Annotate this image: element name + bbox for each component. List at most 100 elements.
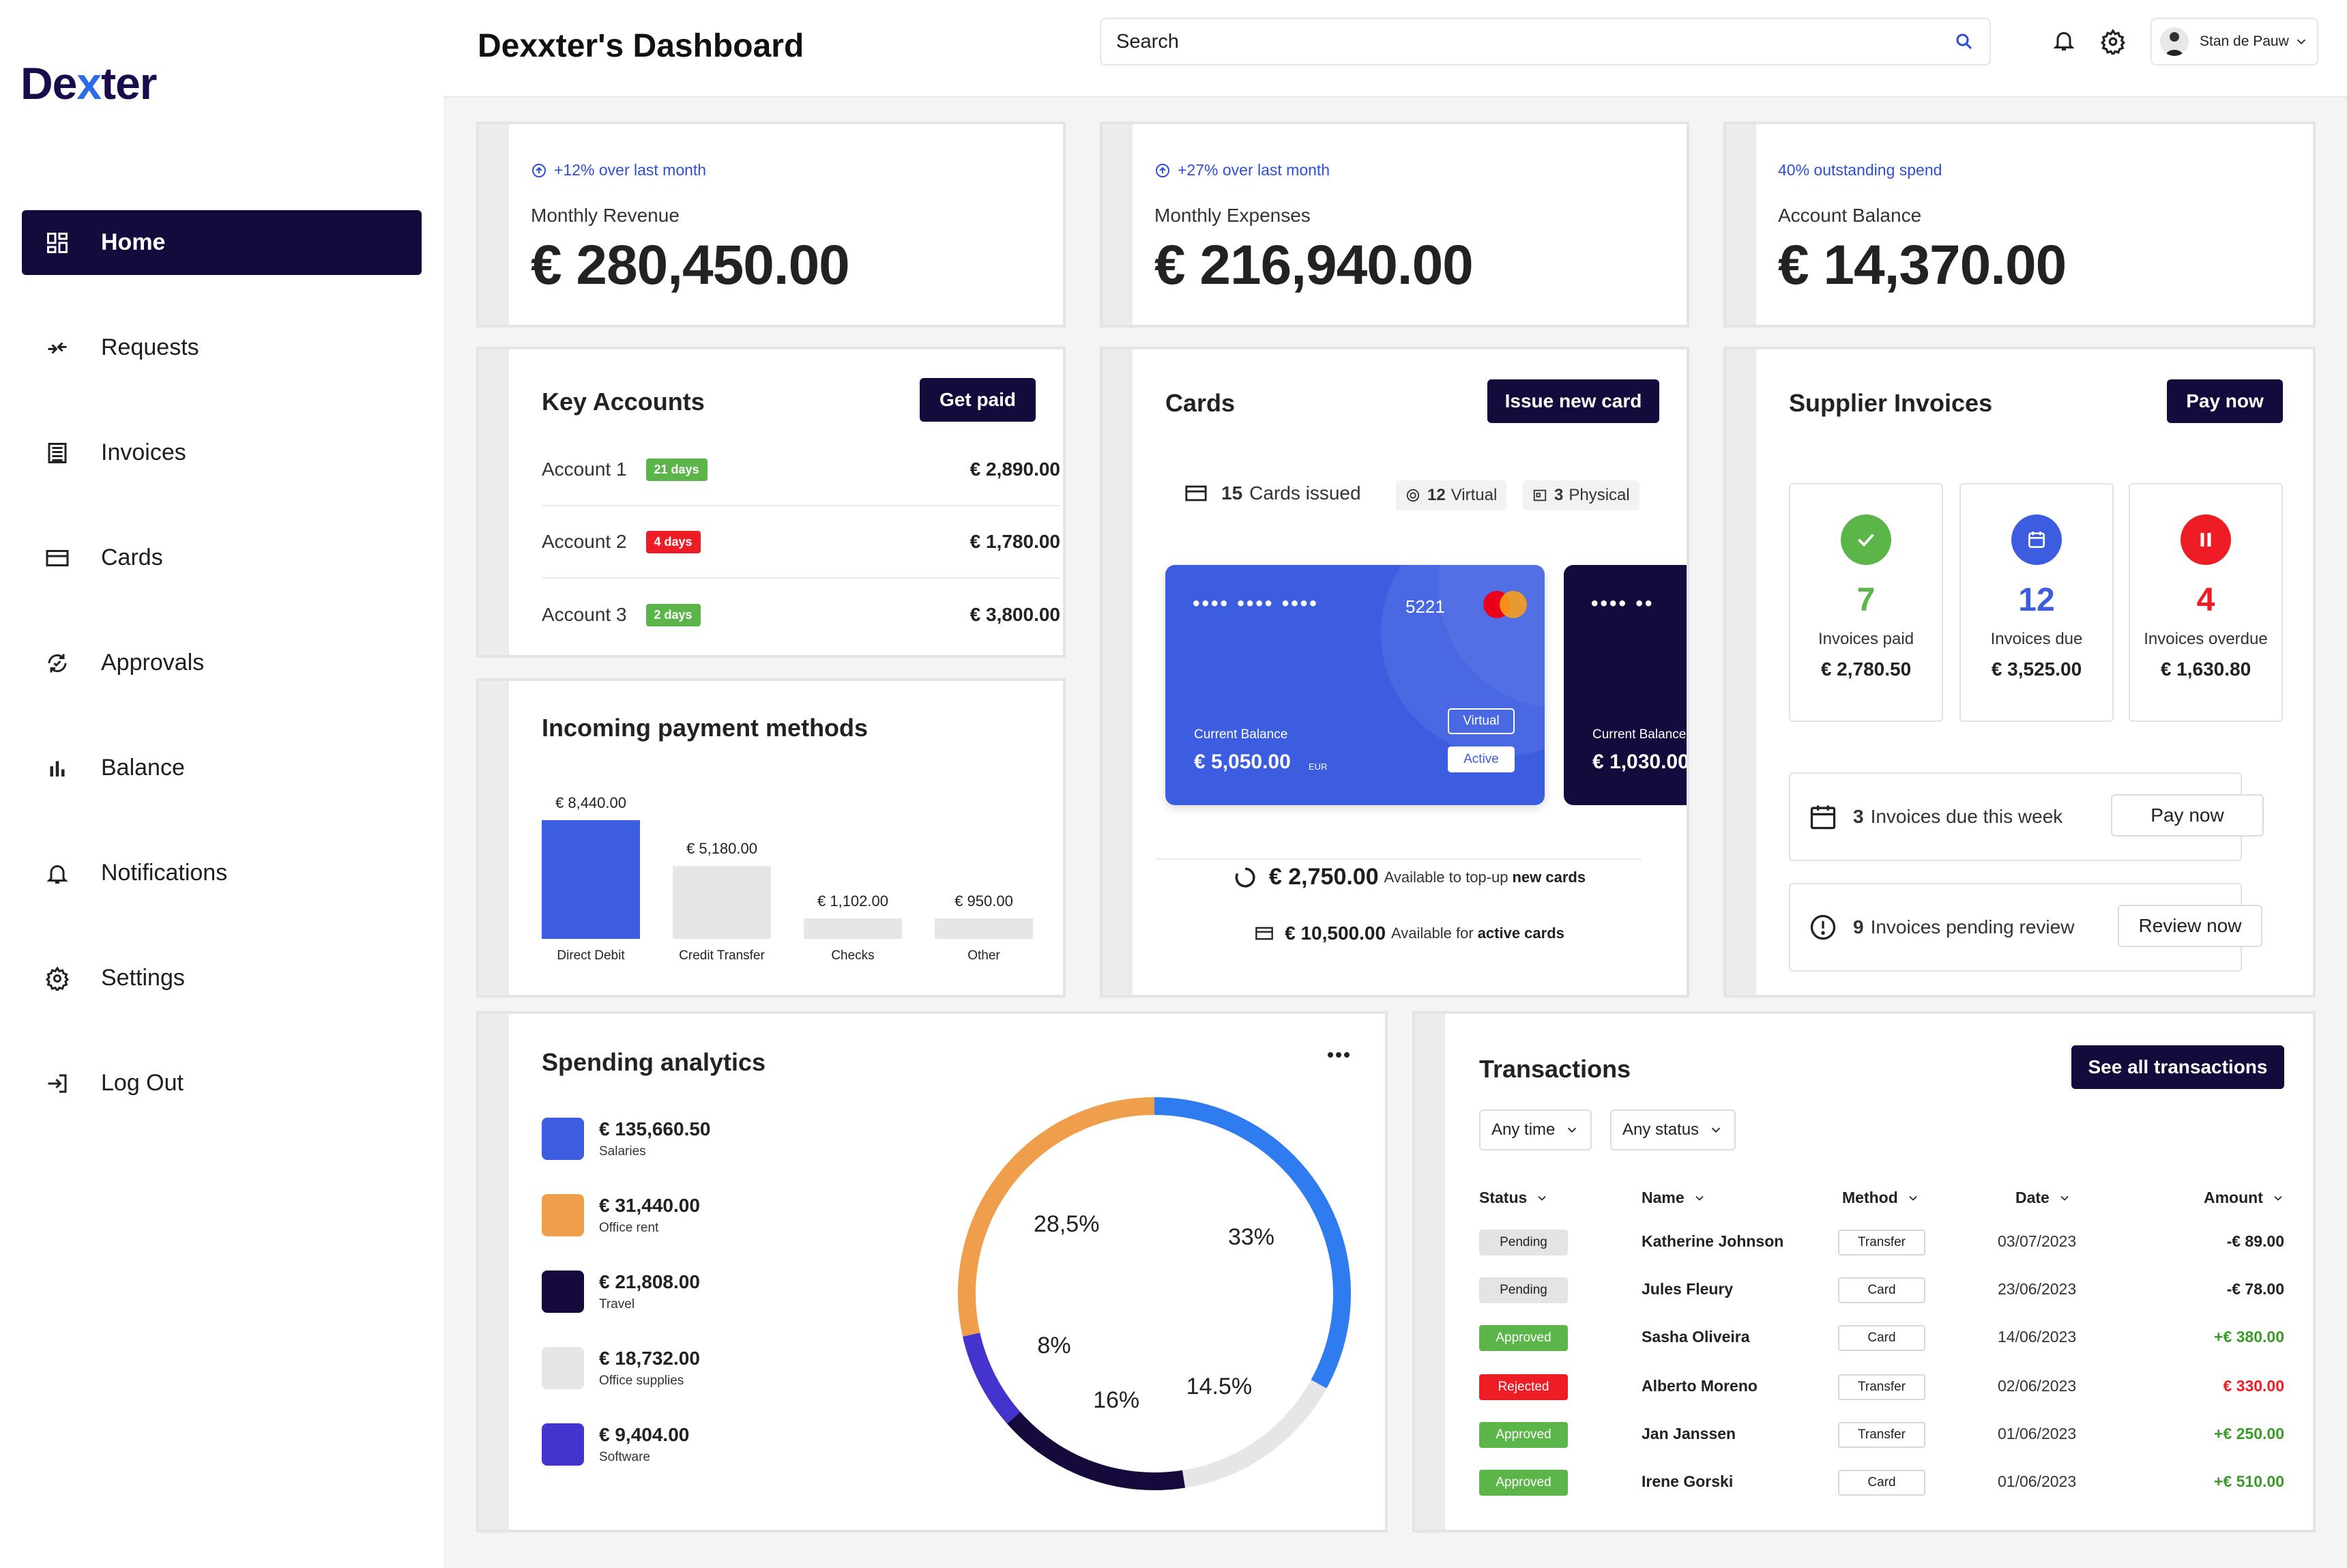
divider: [1156, 858, 1642, 860]
bar-direct-debit[interactable]: [542, 820, 640, 939]
sidebar-item-cards[interactable]: Cards: [22, 525, 422, 590]
bar-checks[interactable]: [804, 918, 902, 939]
days-badge: 2 days: [645, 603, 701, 626]
metric-card-expenses: +27% over last month Monthly Expenses € …: [1100, 121, 1689, 328]
bar-value-label: € 5,180.00: [686, 840, 757, 857]
top-header: Dexxter's Dashboard Search Stan de Pauw: [443, 0, 2347, 98]
sidebar-item-logout[interactable]: Log Out: [22, 1051, 422, 1116]
virtual-tag: Virtual: [1448, 708, 1515, 734]
search-input[interactable]: Search: [1100, 18, 1991, 66]
search-icon[interactable]: [1954, 31, 1974, 52]
invoice-label: Invoices paid: [1818, 630, 1914, 648]
method-tag: Card: [1838, 1470, 1925, 1496]
metric-label: Monthly Revenue: [531, 205, 680, 226]
transaction-date: 03/07/2023: [1998, 1232, 2077, 1250]
review-now-button[interactable]: Review now: [2118, 905, 2262, 947]
metric-label: Monthly Expenses: [1154, 205, 1311, 226]
filter-status-select[interactable]: Any status: [1610, 1109, 1736, 1150]
trend-up-icon: [1156, 163, 1169, 177]
card-currency: EUR: [1309, 761, 1328, 772]
invoices-paid-box[interactable]: 7 Invoices paid € 2,780.50: [1789, 483, 1943, 722]
status-badge: Approved: [1479, 1422, 1568, 1448]
chevron-down-icon: [2060, 1195, 2069, 1201]
status-badge: Approved: [1479, 1325, 1568, 1351]
transaction-amount: +€ 380.00: [2214, 1328, 2284, 1346]
loading-circle-icon: [1235, 867, 1255, 888]
user-menu[interactable]: Stan de Pauw: [2151, 18, 2318, 66]
donut-segment[interactable]: [962, 1332, 1021, 1424]
gear-icon[interactable]: [2096, 25, 2130, 59]
invoice-amount: € 3,525.00: [1991, 658, 2082, 680]
sidebar-item-label: Requests: [101, 334, 199, 360]
account-amount: € 1,780.00: [970, 531, 1060, 552]
donut-segment[interactable]: [1154, 1097, 1351, 1389]
payment-methods-chart: € 8,440.00 Direct Debit € 5,180.00 Credit T…: [542, 794, 1033, 963]
sidebar-item-balance[interactable]: Balance: [22, 736, 422, 800]
card-title: Spending analytics: [542, 1048, 766, 1076]
column-header-amount[interactable]: Amount: [2204, 1189, 2285, 1207]
transaction-date: 23/06/2023: [1998, 1280, 2077, 1298]
sidebar-item-notifications[interactable]: Notifications: [22, 841, 422, 905]
virtual-chip: 12 Virtual: [1396, 480, 1507, 510]
donut-segment[interactable]: [1006, 1412, 1186, 1490]
bell-icon: [44, 860, 71, 887]
column-header-name[interactable]: Name: [1642, 1189, 1706, 1207]
metric-label: Account Balance: [1778, 205, 1922, 226]
legend-item: € 21,808.00 Travel: [542, 1271, 700, 1313]
bar-other[interactable]: [935, 918, 1033, 939]
account-row[interactable]: Account 1 21 days € 2,890.00: [542, 434, 1060, 506]
sidebar-item-invoices[interactable]: Invoices: [22, 420, 422, 485]
invoice-count: 4: [2196, 582, 2215, 618]
pay-now-button[interactable]: Pay now: [2111, 794, 2264, 837]
sidebar-item-approvals[interactable]: Approvals: [22, 630, 422, 695]
invoices-due-week: 3 Invoices due this week Pay now: [1789, 772, 2264, 861]
sidebar-item-home[interactable]: Home: [22, 210, 422, 275]
transaction-date: 02/06/2023: [1998, 1377, 2077, 1395]
legend-item: € 18,732.00 Office supplies: [542, 1347, 700, 1389]
sidebar-item-label: Notifications: [101, 860, 228, 886]
status-badge: Approved: [1479, 1470, 1568, 1496]
column-header-status[interactable]: Status: [1479, 1189, 1549, 1207]
chevron-down-icon: [2294, 34, 2309, 49]
donut-segment[interactable]: [958, 1097, 1155, 1337]
invoices-overdue-box[interactable]: 4 Invoices overdue € 1,630.80: [2129, 483, 2283, 722]
account-row[interactable]: Account 3 2 days € 3,800.00: [542, 579, 1060, 651]
account-row[interactable]: Account 2 4 days € 1,780.00: [542, 506, 1060, 579]
credit-card-virtual[interactable]: •••• •••• •••• 5221 Current Balance € 5,…: [1165, 565, 1545, 805]
bar-chart-icon: [44, 755, 71, 782]
column-header-date[interactable]: Date: [2015, 1189, 2071, 1207]
card-icon: [1185, 485, 1207, 502]
donut-percent-label: 14.5%: [1186, 1374, 1252, 1399]
invoices-due-box[interactable]: 12 Invoices due € 3,525.00: [1959, 483, 2114, 722]
donut-percent-label: 28,5%: [1034, 1211, 1099, 1237]
dexxter-logo[interactable]: Dexter: [20, 58, 157, 108]
sidebar-item-settings[interactable]: Settings: [22, 946, 422, 1011]
bell-icon[interactable]: [2047, 23, 2081, 57]
column-header-method[interactable]: Method: [1842, 1189, 1920, 1207]
pay-now-button[interactable]: Pay now: [2167, 379, 2283, 423]
grid-icon: [44, 229, 71, 257]
card-title: Supplier Invoices: [1789, 389, 1993, 417]
bar-category-label: Credit Transfer: [679, 948, 765, 963]
bar-credit-transfer[interactable]: [673, 866, 771, 939]
get-paid-button[interactable]: Get paid: [920, 378, 1036, 422]
sidebar-item-label: Approvals: [101, 650, 205, 676]
list-icon: [44, 439, 71, 467]
legend-swatch: [542, 1347, 584, 1389]
donut-segment[interactable]: [1182, 1380, 1327, 1488]
method-tag: Transfer: [1838, 1230, 1925, 1255]
see-all-transactions-button[interactable]: See all transactions: [2071, 1045, 2284, 1089]
account-name: Account 1: [542, 459, 627, 480]
filter-time-select[interactable]: Any time: [1479, 1109, 1592, 1150]
payment-methods-card: Incoming payment methods € 8,440.00 Direc…: [476, 678, 1066, 998]
card-title: Incoming payment methods: [542, 714, 869, 742]
account-name: Account 3: [542, 604, 627, 625]
more-options-icon[interactable]: [1325, 1048, 1352, 1062]
pause-icon: [2181, 514, 2231, 565]
credit-card-physical[interactable]: •••• •• Current Balance € 1,030.00: [1564, 565, 1687, 805]
card-number-dots: •••• ••: [1591, 592, 1654, 615]
sidebar-item-requests[interactable]: Requests: [22, 315, 422, 380]
physical-chip: 3 Physical: [1523, 480, 1639, 510]
issue-new-card-button[interactable]: Issue new card: [1487, 379, 1659, 423]
sidebar-item-label: Settings: [101, 965, 185, 991]
